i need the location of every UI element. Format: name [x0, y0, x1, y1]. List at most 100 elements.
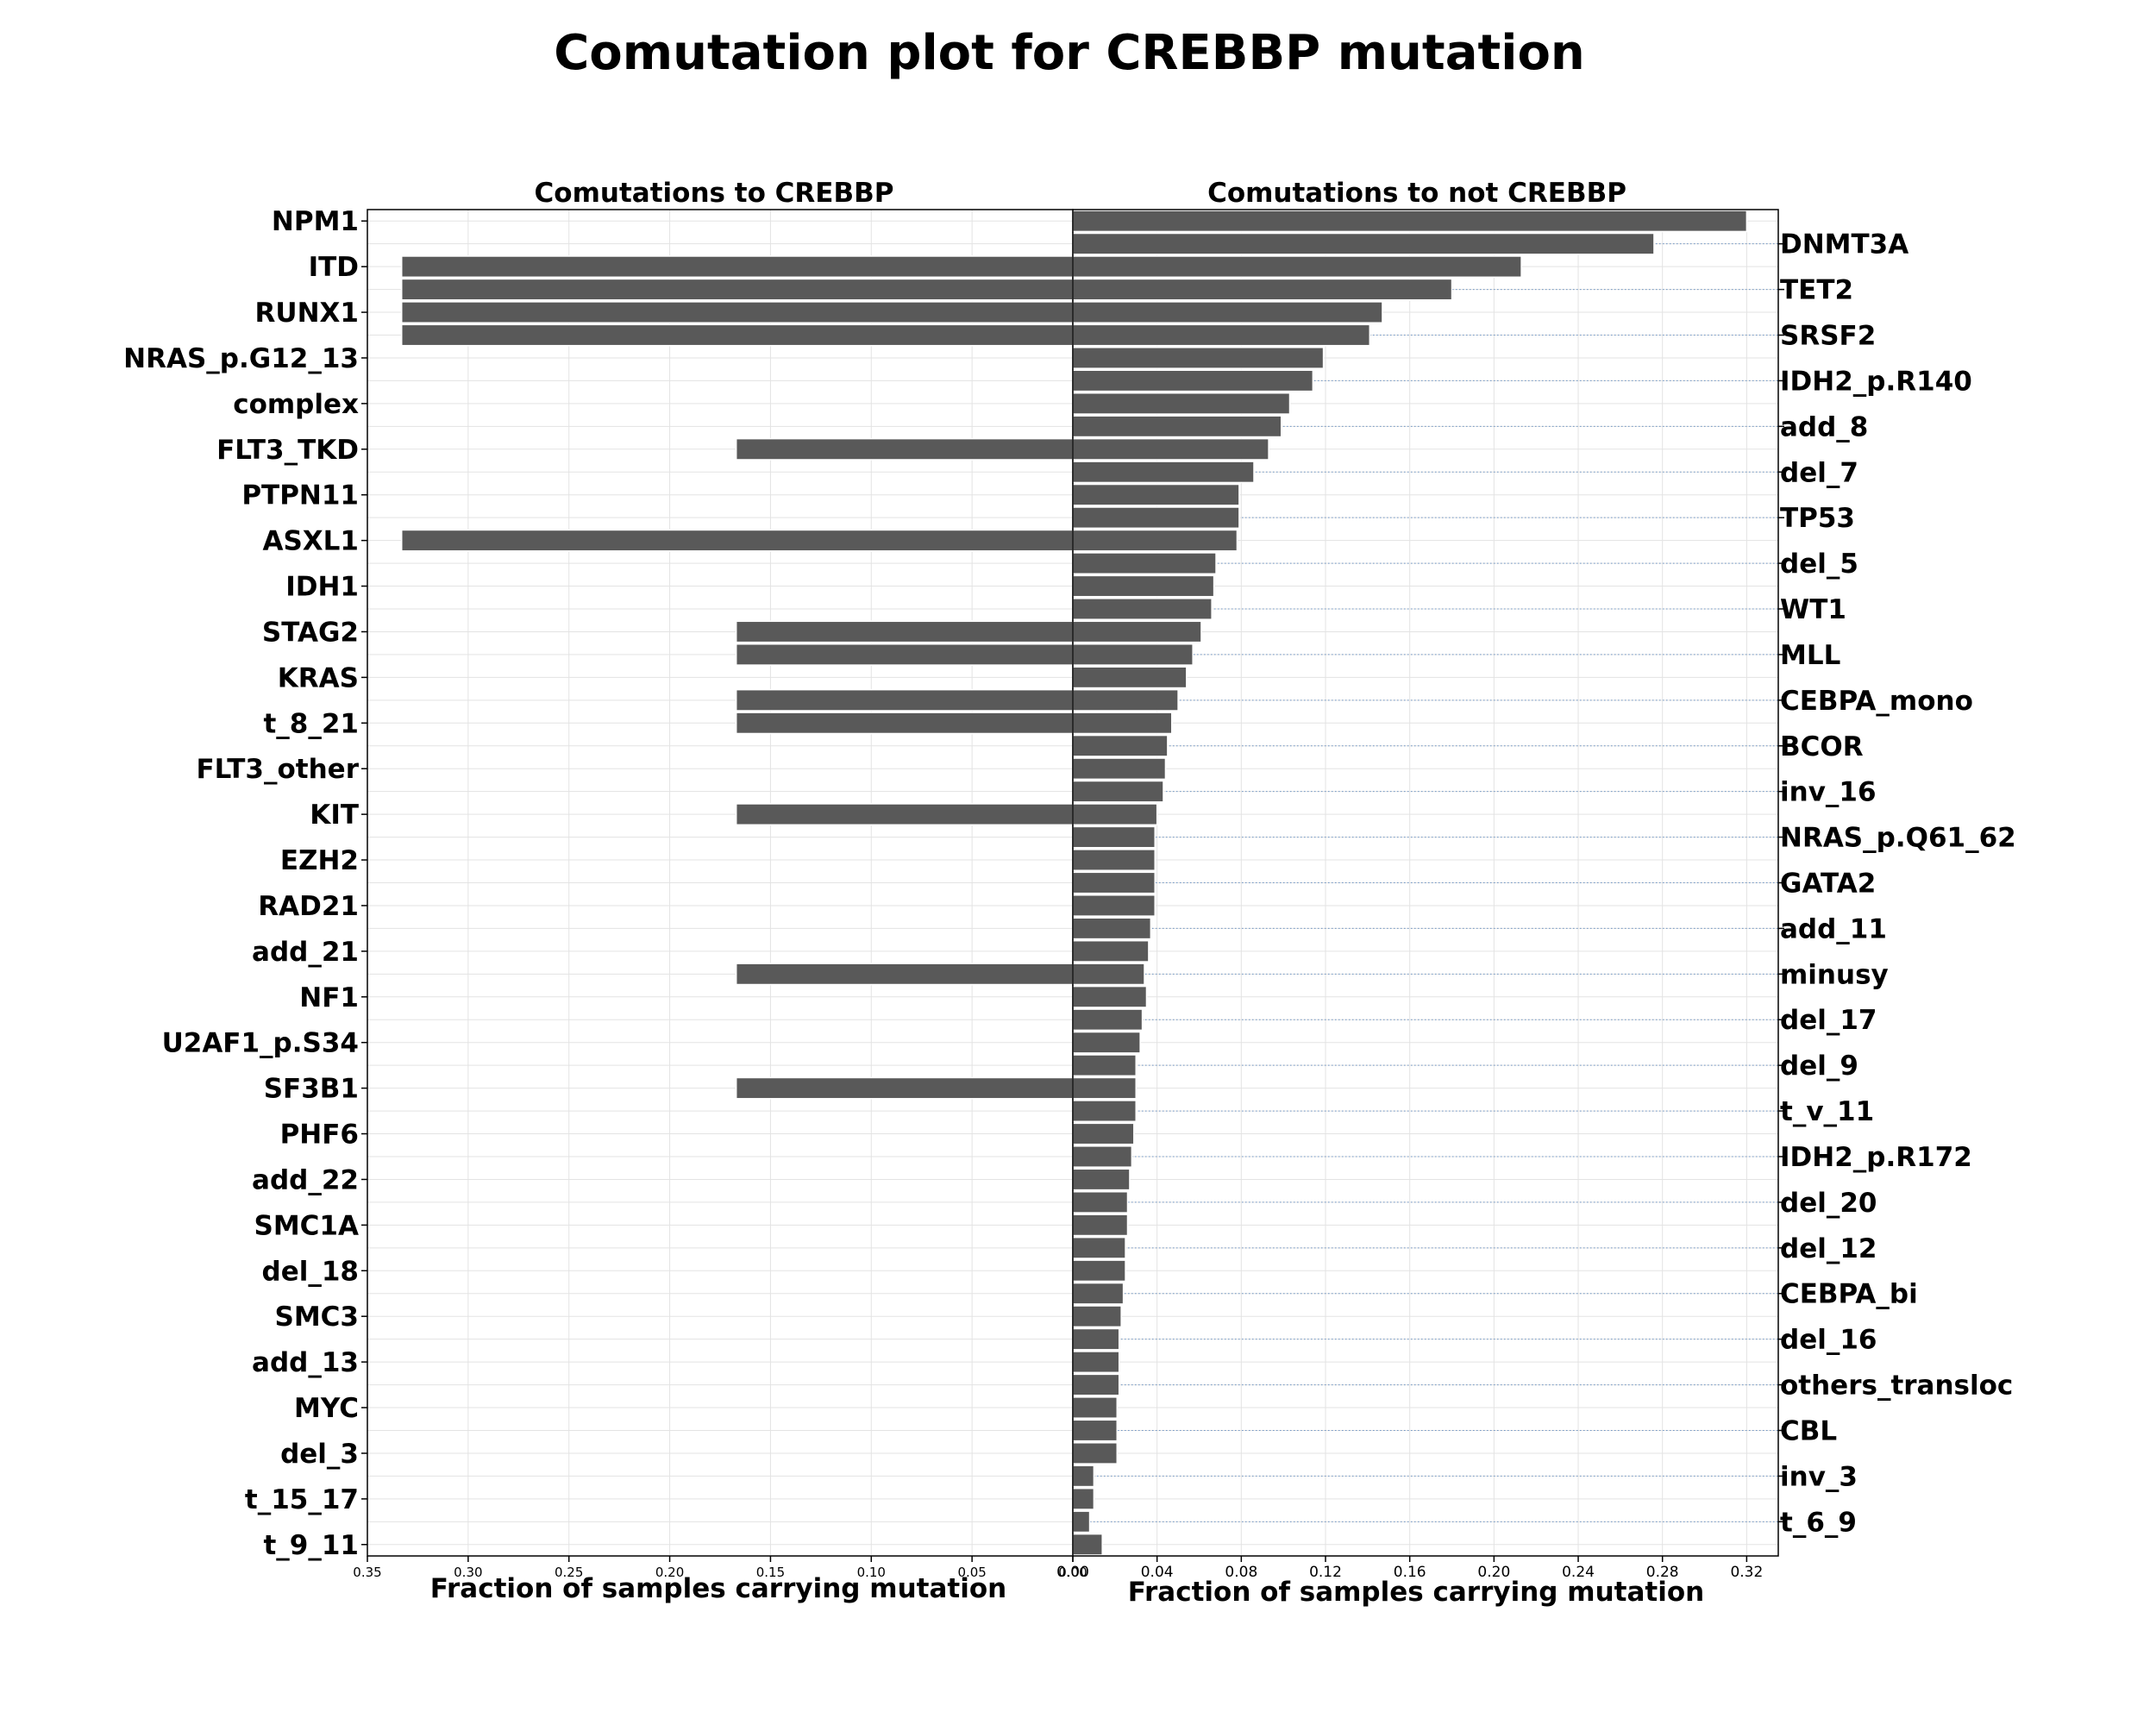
left-x-tick-label: 0.15 [756, 1565, 785, 1580]
right-category-label: TP53 [1780, 503, 1855, 534]
right-category-label: inv_3 [1780, 1461, 1858, 1492]
left-x-tick-label: 0.35 [353, 1565, 381, 1580]
right-category-label: del_7 [1780, 457, 1858, 488]
left-category-label: del_3 [280, 1439, 359, 1470]
left-x-tick-label: 0.00 [1058, 1565, 1087, 1580]
left-bar [735, 963, 1074, 986]
right-bar [1072, 894, 1156, 917]
left-bar [735, 688, 1074, 712]
left-bar [735, 803, 1074, 826]
right-category-label: others_transloc [1780, 1371, 2013, 1402]
right-bar [1072, 529, 1238, 552]
right-bar [1072, 506, 1240, 530]
right-bar [1072, 849, 1156, 871]
left-x-tick-label: 0.20 [655, 1565, 684, 1580]
right-bar [1072, 1190, 1129, 1214]
right-category-label: DNMT3A [1780, 229, 1908, 260]
left-x-tick-label: 0.30 [454, 1565, 482, 1580]
right-category-label: add_8 [1780, 411, 1868, 442]
right-category-label: del_12 [1780, 1233, 1877, 1264]
left-bar [735, 437, 1074, 461]
right-category-label: minusy [1780, 959, 1889, 990]
right-bar [1072, 1145, 1133, 1168]
right-x-tick-label: 0.24 [1562, 1564, 1595, 1581]
left-x-tick-label: 0.25 [555, 1565, 583, 1580]
right-bar [1072, 1076, 1138, 1100]
right-x-tick-label: 0.16 [1394, 1564, 1426, 1581]
left-category-label: complex [233, 389, 359, 420]
left-category-label: SF3B1 [264, 1074, 359, 1105]
right-bar [1072, 1327, 1120, 1351]
right-x-tick-label: 0.00 [1056, 1564, 1089, 1581]
right-bar [1072, 1465, 1095, 1488]
left-category-label: t_8_21 [263, 708, 359, 739]
right-category-label: NRAS_p.Q61_62 [1780, 823, 2016, 854]
right-bar [1072, 1236, 1126, 1259]
right-bar [1072, 552, 1217, 575]
left-category-label: RUNX1 [255, 298, 359, 329]
right-category-label: TET2 [1780, 275, 1853, 306]
left-category-label: SMC1A [254, 1210, 360, 1241]
right-bar [1072, 963, 1145, 986]
right-category-label: MLL [1780, 640, 1840, 671]
right-category-label: BCOR [1780, 731, 1864, 762]
right-category-label: IDH2_p.R172 [1780, 1142, 1972, 1173]
right-bar [1072, 323, 1371, 347]
left-category-label: FLT3_other [196, 754, 359, 785]
right-bar [1072, 1008, 1144, 1032]
right-bar [1072, 347, 1325, 369]
chart-title: Comutation plot for CREBBP mutation [554, 25, 1585, 81]
left-category-label: EZH2 [280, 845, 359, 876]
left-category-label: ASXL1 [262, 526, 359, 557]
right-bar [1072, 278, 1453, 301]
right-category-label: del_17 [1780, 1005, 1877, 1036]
right-bar [1072, 871, 1156, 894]
left-category-label: FLT3_TKD [216, 435, 359, 466]
right-bar [1072, 825, 1156, 849]
left-bar [735, 712, 1074, 735]
left-category-label: t_9_11 [263, 1530, 359, 1561]
right-bar [1072, 232, 1655, 255]
right-bar [1072, 1305, 1122, 1328]
right-category-label: add_11 [1780, 913, 1887, 944]
right-bar [1072, 757, 1167, 781]
right-bar [1072, 712, 1173, 735]
left-bar [735, 1076, 1074, 1100]
left-bar [400, 301, 1074, 323]
left-x-tick-label: 0.10 [857, 1565, 886, 1580]
left-bar [400, 529, 1074, 552]
right-bar [1072, 255, 1522, 279]
left-category-label: KRAS [278, 662, 359, 693]
right-category-label: del_9 [1780, 1051, 1858, 1082]
right-category-label: del_20 [1780, 1188, 1877, 1219]
left-category-label: PHF6 [280, 1120, 359, 1151]
right-bar [1072, 598, 1213, 620]
right-bar [1072, 985, 1148, 1008]
right-bar [1072, 780, 1164, 803]
left-bar [735, 643, 1074, 666]
right-panel-title: Comutations to not CREBBP [1207, 178, 1626, 209]
right-bar [1072, 643, 1194, 666]
left-panel: 0.35 0.30 0.25 0.20 0.15 0.10 0.05 0.00 NPM1 ITD R… [123, 206, 1087, 1580]
left-category-label: add_21 [252, 937, 359, 968]
left-category-label: STAG2 [262, 617, 359, 648]
right-bar [1072, 483, 1240, 506]
right-bar [1072, 666, 1188, 689]
right-bar [1072, 461, 1255, 484]
left-panel-title: Comutations to CREBBP [535, 178, 894, 209]
right-x-tick-label: 0.04 [1141, 1564, 1174, 1581]
right-bar [1072, 369, 1314, 392]
right-bar [1072, 1282, 1125, 1305]
left-bar [400, 278, 1074, 301]
left-category-label: NRAS_p.G12_13 [123, 343, 359, 374]
right-bar [1072, 939, 1150, 963]
right-category-label: del_5 [1780, 549, 1858, 580]
right-bar [1072, 1396, 1119, 1419]
right-bar [1072, 392, 1291, 415]
right-bar [1072, 1259, 1126, 1283]
left-category-label: NPM1 [272, 206, 359, 237]
right-category-label: WT1 [1780, 594, 1846, 625]
right-category-label: CEBPA_bi [1780, 1279, 1918, 1310]
left-category-label: U2AF1_p.S34 [162, 1028, 359, 1059]
